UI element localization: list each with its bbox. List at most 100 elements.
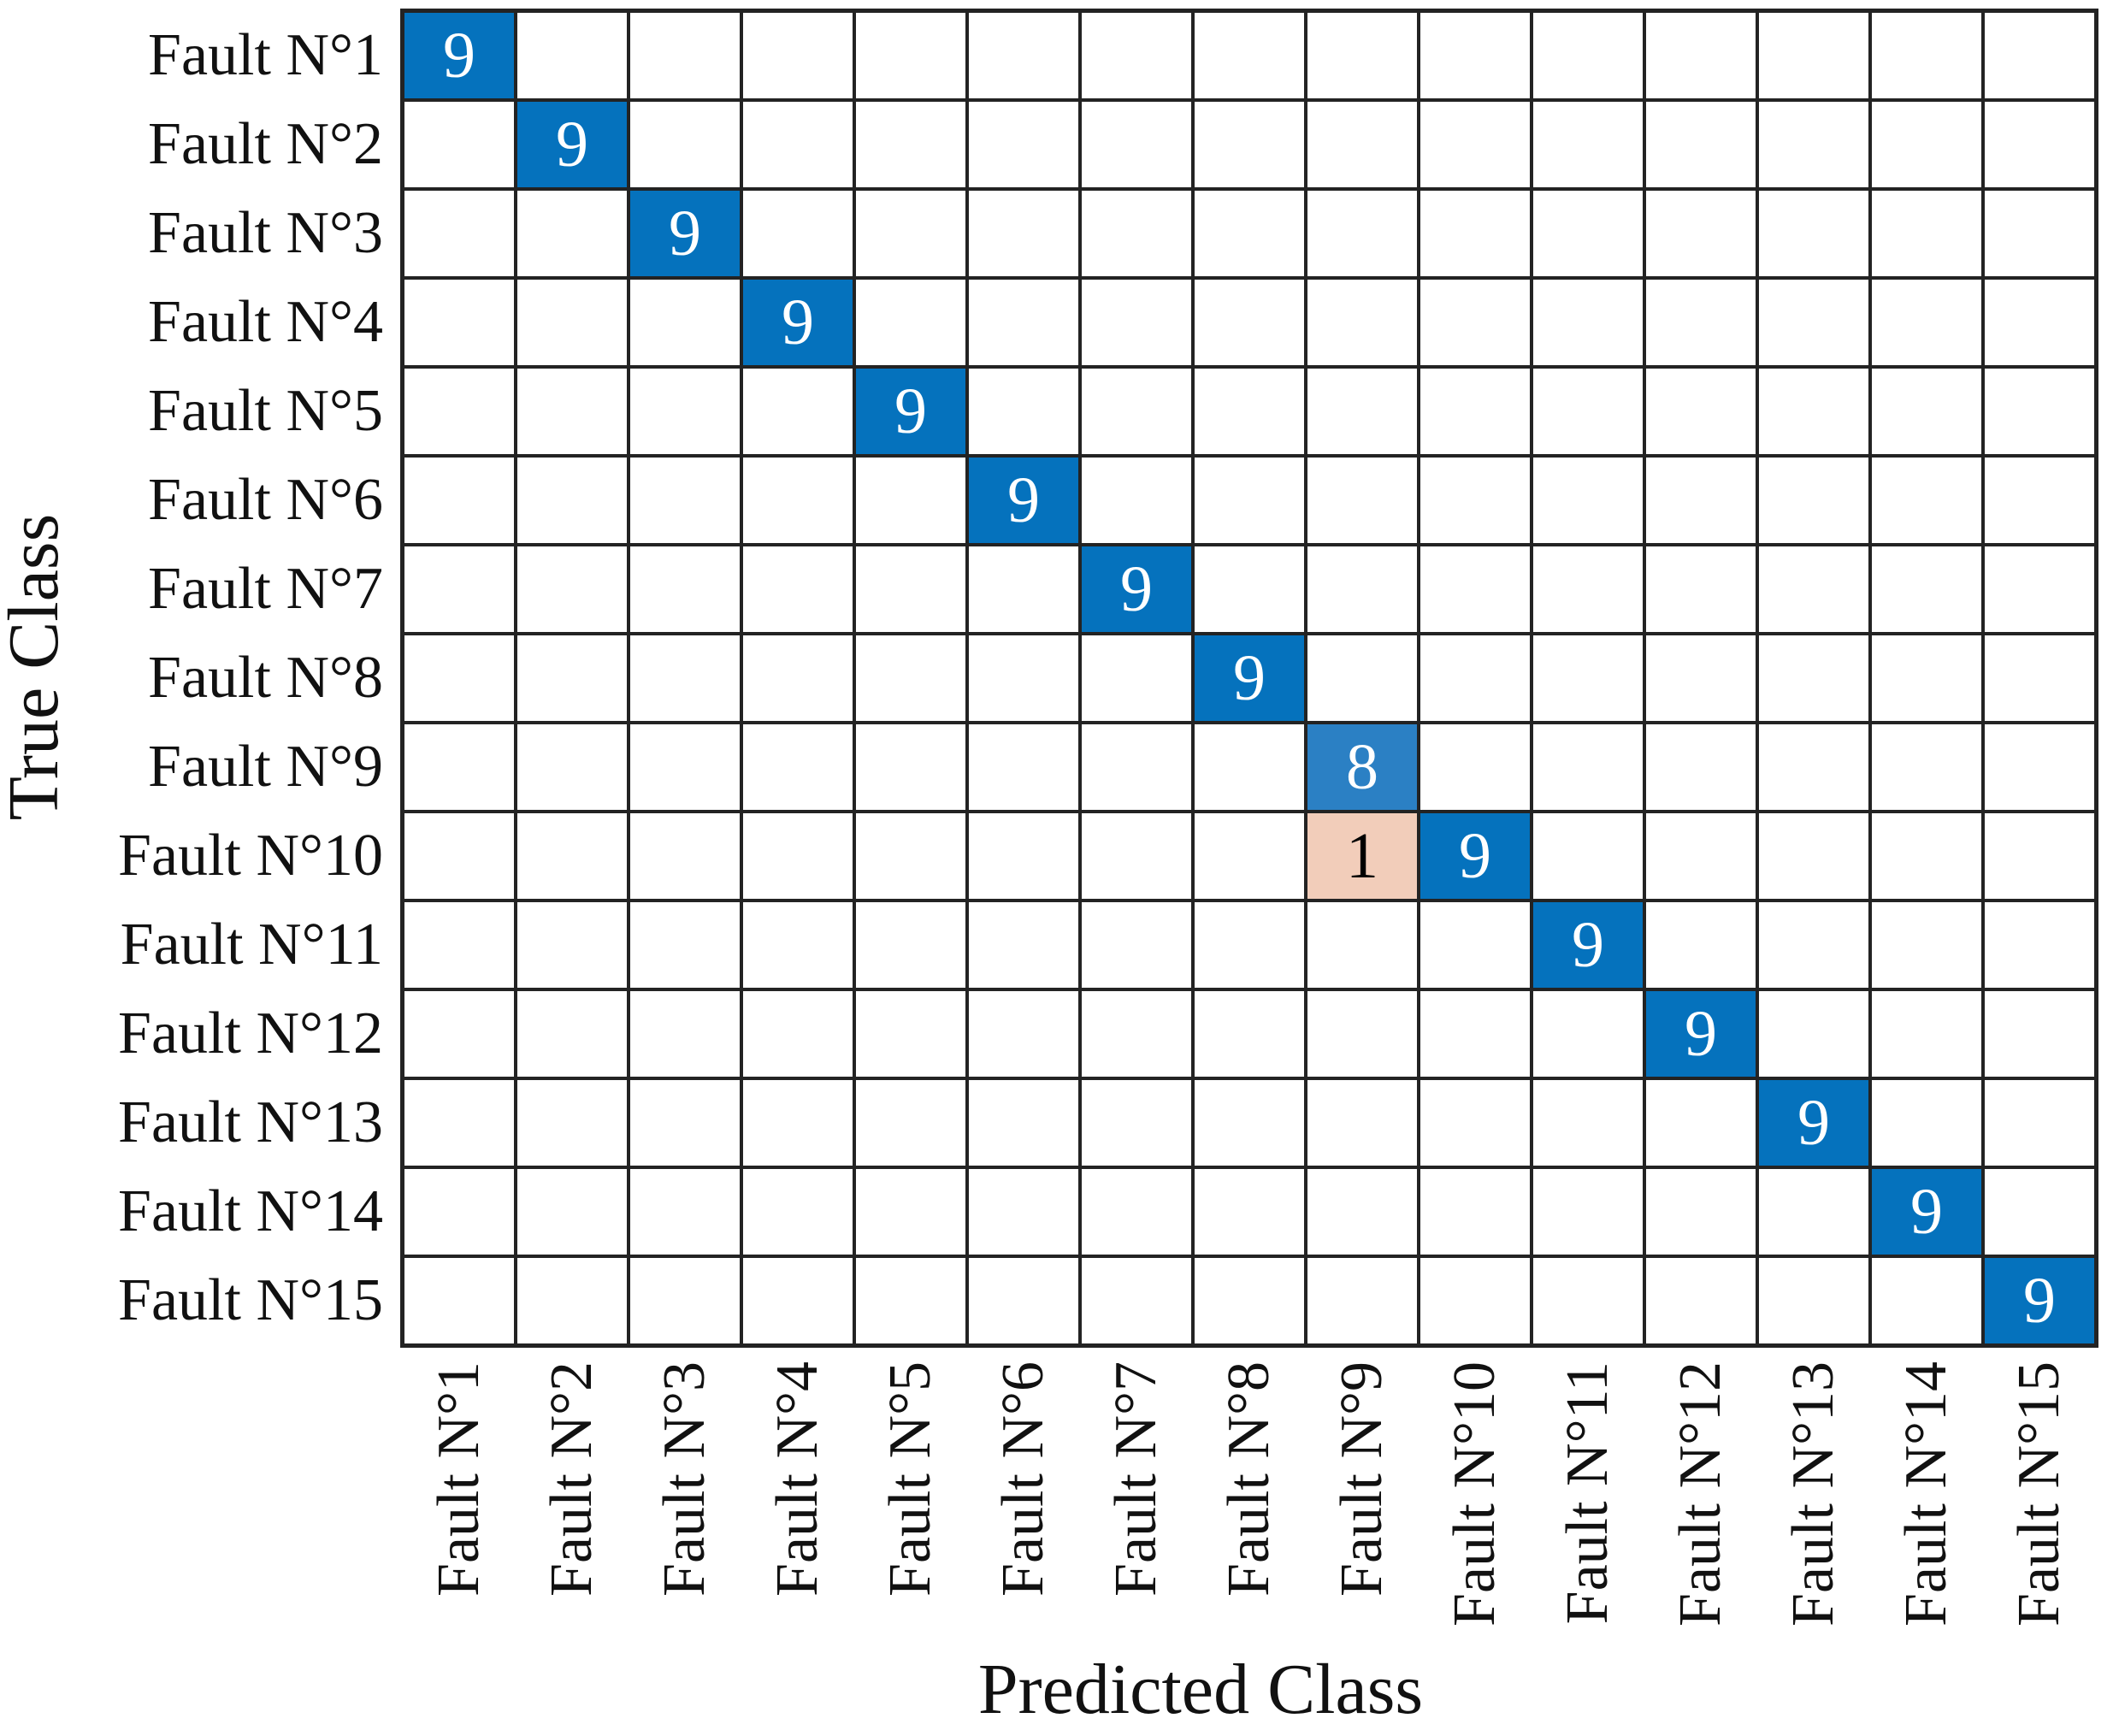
matrix-cell-11-6 [969, 902, 1078, 988]
matrix-cell-4-9 [1307, 280, 1417, 365]
matrix-cell-2-12 [1646, 102, 1756, 187]
matrix-cell-15-2 [517, 1258, 627, 1343]
matrix-cell-11-3 [630, 902, 740, 988]
matrix-cell-2-6 [969, 102, 1078, 187]
matrix-cell-6-6: 9 [969, 458, 1078, 543]
matrix-cell-8-8: 9 [1195, 635, 1304, 721]
matrix-cell-7-10 [1420, 546, 1530, 632]
matrix-cell-3-12 [1646, 191, 1756, 276]
matrix-cell-6-4 [743, 458, 853, 543]
y-tick-label-3: Fault N°3 [148, 200, 383, 266]
matrix-cell-14-7 [1082, 1169, 1191, 1255]
matrix-cell-1-15 [1985, 13, 2094, 98]
matrix-cell-14-14: 9 [1872, 1169, 1981, 1255]
matrix-cell-15-13 [1759, 1258, 1868, 1343]
x-tick-label-6: Fault N°6 [990, 1361, 1056, 1597]
matrix-cell-10-11 [1533, 813, 1643, 899]
matrix-cell-1-1: 9 [404, 13, 514, 98]
matrix-cell-14-9 [1307, 1169, 1417, 1255]
matrix-cell-1-14 [1872, 13, 1981, 98]
matrix-cell-5-13 [1759, 369, 1868, 454]
matrix-cell-3-14 [1872, 191, 1981, 276]
matrix-cell-6-7 [1082, 458, 1191, 543]
x-tick-label-15: Fault N°15 [2006, 1361, 2072, 1627]
matrix-cell-8-2 [517, 635, 627, 721]
matrix-cell-4-7 [1082, 280, 1191, 365]
matrix-cell-1-7 [1082, 13, 1191, 98]
matrix-cell-5-15 [1985, 369, 2094, 454]
x-tick-label-4: Fault N°4 [764, 1361, 830, 1597]
matrix-cell-12-6 [969, 991, 1078, 1077]
matrix-cell-8-12 [1646, 635, 1756, 721]
matrix-cell-5-8 [1195, 369, 1304, 454]
matrix-cell-6-8 [1195, 458, 1304, 543]
matrix-cell-13-2 [517, 1080, 627, 1166]
matrix-cell-12-4 [743, 991, 853, 1077]
x-tick-label-3: Fault N°3 [652, 1361, 717, 1597]
matrix-cell-4-10 [1420, 280, 1530, 365]
matrix-cell-6-10 [1420, 458, 1530, 543]
matrix-cell-14-1 [404, 1169, 514, 1255]
matrix-cell-14-13 [1759, 1169, 1868, 1255]
matrix-cell-8-11 [1533, 635, 1643, 721]
matrix-cell-10-2 [517, 813, 627, 899]
matrix-cell-12-1 [404, 991, 514, 1077]
matrix-cell-4-14 [1872, 280, 1981, 365]
matrix-cell-1-11 [1533, 13, 1643, 98]
matrix-cell-4-12 [1646, 280, 1756, 365]
matrix-cell-11-11: 9 [1533, 902, 1643, 988]
matrix-cell-1-8 [1195, 13, 1304, 98]
matrix-cell-4-11 [1533, 280, 1643, 365]
matrix-cell-11-8 [1195, 902, 1304, 988]
x-axis-title: Predicted Class [977, 1650, 1424, 1729]
matrix-cell-2-8 [1195, 102, 1304, 187]
matrix-cell-2-15 [1985, 102, 2094, 187]
matrix-cell-7-2 [517, 546, 627, 632]
matrix-cell-7-8 [1195, 546, 1304, 632]
matrix-cell-7-9 [1307, 546, 1417, 632]
matrix-cell-5-9 [1307, 369, 1417, 454]
matrix-cell-5-12 [1646, 369, 1756, 454]
y-tick-label-8: Fault N°8 [148, 645, 383, 711]
matrix-cell-7-14 [1872, 546, 1981, 632]
x-tick-label-8: Fault N°8 [1216, 1361, 1282, 1597]
matrix-cell-1-5 [856, 13, 965, 98]
matrix-cell-10-9: 1 [1307, 813, 1417, 899]
matrix-cell-7-7: 9 [1082, 546, 1191, 632]
matrix-cell-10-6 [969, 813, 1078, 899]
matrix-cell-9-1 [404, 724, 514, 810]
matrix-cell-15-4 [743, 1258, 853, 1343]
matrix-cell-6-11 [1533, 458, 1643, 543]
matrix-cell-10-14 [1872, 813, 1981, 899]
matrix-cell-13-5 [856, 1080, 965, 1166]
matrix-cell-10-12 [1646, 813, 1756, 899]
matrix-cell-1-10 [1420, 13, 1530, 98]
x-tick-label-7: Fault N°7 [1103, 1361, 1169, 1597]
matrix-cell-13-11 [1533, 1080, 1643, 1166]
matrix-cell-11-13 [1759, 902, 1868, 988]
matrix-cell-15-11 [1533, 1258, 1643, 1343]
x-tick-label-2: Fault N°2 [539, 1361, 605, 1597]
matrix-cell-3-4 [743, 191, 853, 276]
matrix-cell-5-6 [969, 369, 1078, 454]
matrix-cell-7-5 [856, 546, 965, 632]
matrix-cell-12-9 [1307, 991, 1417, 1077]
matrix-cell-6-14 [1872, 458, 1981, 543]
matrix-cell-2-1 [404, 102, 514, 187]
matrix-cell-10-13 [1759, 813, 1868, 899]
matrix-cell-10-7 [1082, 813, 1191, 899]
y-tick-label-2: Fault N°2 [148, 111, 383, 177]
matrix-cell-15-15: 9 [1985, 1258, 2094, 1343]
matrix-cell-7-15 [1985, 546, 2094, 632]
y-tick-label-14: Fault N°14 [118, 1178, 383, 1244]
matrix-cell-10-1 [404, 813, 514, 899]
matrix-cell-14-15 [1985, 1169, 2094, 1255]
matrix-cell-9-3 [630, 724, 740, 810]
matrix-cell-13-7 [1082, 1080, 1191, 1166]
matrix-cell-5-3 [630, 369, 740, 454]
matrix-cell-8-6 [969, 635, 1078, 721]
matrix-cell-4-15 [1985, 280, 2094, 365]
matrix-cell-2-4 [743, 102, 853, 187]
